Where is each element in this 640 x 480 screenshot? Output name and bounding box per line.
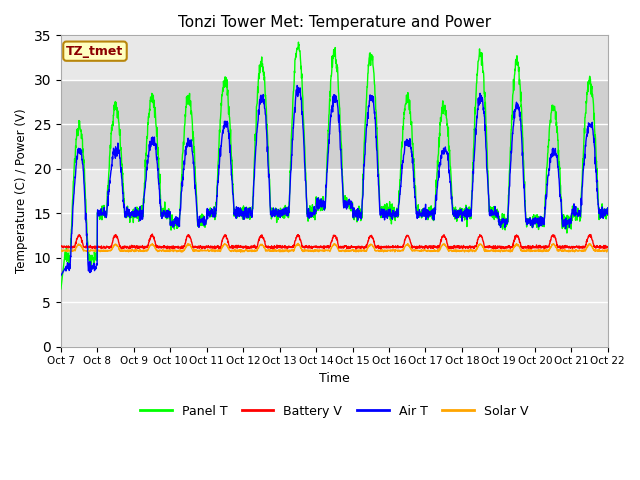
- Line: Panel T: Panel T: [61, 42, 608, 289]
- Solar V: [556, 248, 564, 253]
- Solar V: [294, 240, 302, 246]
- Air T: [493, 214, 501, 220]
- Battery V: [210, 244, 218, 250]
- Panel T: [294, 39, 302, 45]
- Panel T: [350, 217, 358, 223]
- Air T: [57, 273, 65, 278]
- Title: Tonzi Tower Met: Temperature and Power: Tonzi Tower Met: Temperature and Power: [178, 15, 491, 30]
- Air T: [293, 83, 301, 88]
- Panel T: [362, 103, 370, 108]
- Solar V: [351, 248, 358, 253]
- Bar: [61, 80, 608, 169]
- Air T: [571, 209, 579, 215]
- Battery V: [351, 244, 358, 250]
- Battery V: [57, 243, 65, 249]
- Battery V: [604, 244, 612, 250]
- Solar V: [493, 248, 501, 254]
- Battery V: [493, 243, 501, 249]
- Battery V: [269, 247, 277, 252]
- Panel T: [556, 166, 563, 172]
- Air T: [556, 185, 563, 191]
- Solar V: [57, 248, 65, 254]
- Panel T: [604, 212, 612, 218]
- Line: Solar V: Solar V: [61, 243, 608, 252]
- Line: Air T: Air T: [61, 85, 608, 276]
- Battery V: [148, 231, 156, 237]
- Solar V: [362, 248, 370, 253]
- Air T: [604, 205, 612, 211]
- Battery V: [571, 244, 579, 250]
- Solar V: [209, 248, 217, 254]
- Y-axis label: Temperature (C) / Power (V): Temperature (C) / Power (V): [15, 108, 28, 273]
- Panel T: [57, 286, 65, 292]
- Air T: [350, 211, 358, 216]
- X-axis label: Time: Time: [319, 372, 349, 385]
- Battery V: [362, 242, 370, 248]
- Panel T: [209, 213, 217, 218]
- Air T: [209, 210, 217, 216]
- Solar V: [571, 248, 579, 253]
- Line: Battery V: Battery V: [61, 234, 608, 250]
- Panel T: [571, 209, 579, 215]
- Text: TZ_tmet: TZ_tmet: [67, 45, 124, 58]
- Legend: Panel T, Battery V, Air T, Solar V: Panel T, Battery V, Air T, Solar V: [135, 400, 533, 423]
- Battery V: [556, 244, 564, 250]
- Panel T: [493, 206, 501, 212]
- Solar V: [237, 249, 244, 255]
- Air T: [362, 131, 370, 137]
- Solar V: [604, 247, 612, 252]
